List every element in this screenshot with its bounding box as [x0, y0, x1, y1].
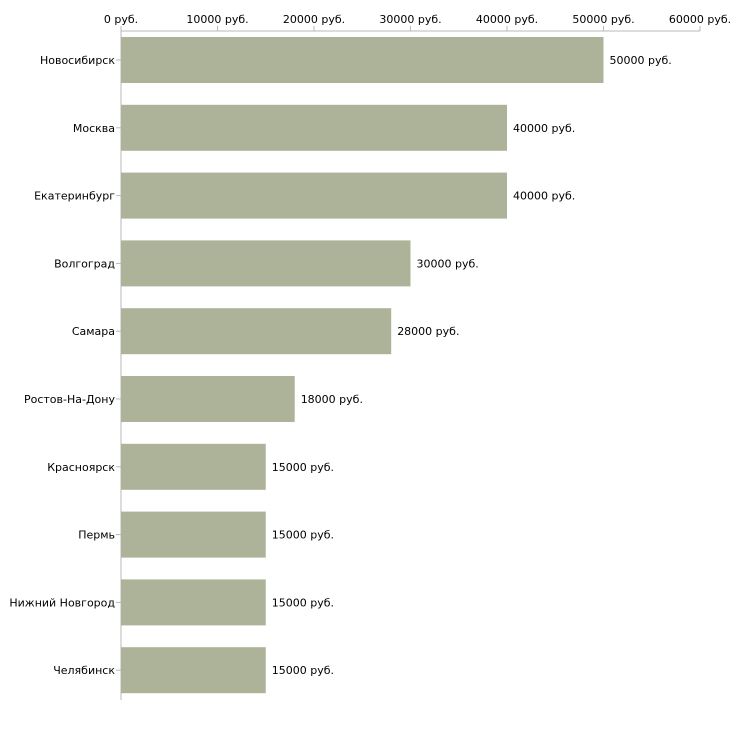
bars	[121, 37, 604, 694]
x-tick-label: 60000 руб.	[669, 13, 730, 26]
bar	[121, 511, 266, 558]
category-label: Москва	[73, 122, 115, 135]
value-label: 28000 руб.	[397, 325, 459, 338]
bar	[121, 172, 507, 219]
bar	[121, 443, 266, 490]
x-tick-label: 30000 руб.	[379, 13, 441, 26]
bar	[121, 104, 507, 151]
bar	[121, 376, 295, 422]
x-axis: 0 руб. 10000 руб. 20000 руб. 30000 руб. 4000…	[104, 13, 730, 32]
bar	[121, 308, 392, 355]
category-label: Нижний Новгород	[9, 596, 115, 609]
category-label: Ростов-На-Дону	[24, 393, 115, 406]
bar	[121, 579, 266, 626]
bar	[121, 240, 411, 287]
y-axis	[116, 31, 122, 700]
value-label: 15000 руб.	[272, 596, 334, 609]
x-tick-label: 10000 руб.	[186, 13, 248, 26]
bar	[121, 647, 266, 694]
x-tick-label: 20000 руб.	[283, 13, 345, 26]
value-label: 30000 руб.	[417, 257, 479, 270]
category-label: Красноярск	[47, 461, 115, 474]
value-label: 15000 руб.	[272, 461, 334, 474]
value-label: 18000 руб.	[301, 393, 363, 406]
category-label: Екатеринбург	[34, 190, 115, 203]
category-label: Пермь	[78, 529, 115, 542]
value-label: 40000 руб.	[513, 122, 575, 135]
bar	[121, 37, 604, 83]
category-labels: Новосибирск Москва Екатеринбург Волгоград Са…	[9, 54, 115, 677]
value-label: 50000 руб.	[610, 54, 672, 67]
value-labels: 50000 руб. 40000 руб. 40000 руб. 30000 руб.…	[272, 54, 672, 677]
x-tick-label: 50000 руб.	[572, 13, 634, 26]
x-tick-label: 40000 руб.	[476, 13, 538, 26]
value-label: 40000 руб.	[513, 190, 575, 203]
x-tick-label: 0 руб.	[104, 13, 138, 26]
category-label: Самара	[72, 325, 115, 338]
value-label: 15000 руб.	[272, 529, 334, 542]
category-label: Челябинск	[53, 664, 115, 677]
category-label: Новосибирск	[40, 54, 115, 67]
value-label: 15000 руб.	[272, 664, 334, 677]
category-label: Волгоград	[54, 257, 115, 270]
